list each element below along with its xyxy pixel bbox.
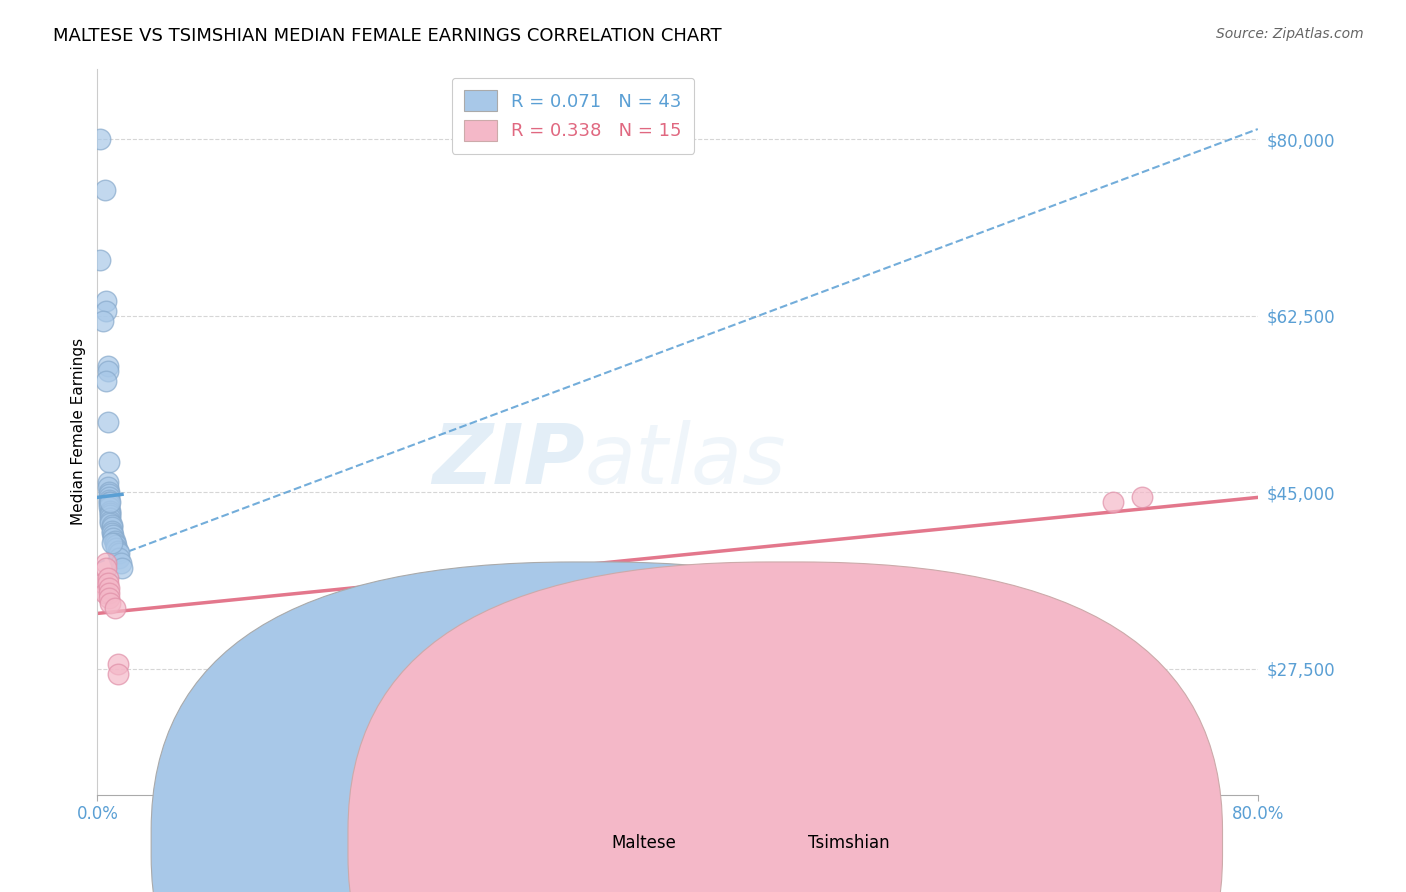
Point	[107, 657, 129, 671]
Point	[94, 293, 117, 308]
Y-axis label: Median Female Earnings: Median Female Earnings	[72, 338, 86, 525]
Point	[1101, 495, 1123, 509]
Point	[93, 183, 115, 197]
Point	[107, 544, 129, 558]
Point	[96, 576, 118, 591]
Point	[97, 485, 120, 500]
Point	[96, 480, 118, 494]
Legend: R = 0.071   N = 43, R = 0.338   N = 15: R = 0.071 N = 43, R = 0.338 N = 15	[451, 78, 695, 153]
Point	[100, 514, 122, 528]
Point	[100, 596, 122, 610]
Point	[91, 576, 114, 591]
Point	[96, 359, 118, 374]
Point	[111, 561, 134, 575]
Point	[100, 510, 122, 524]
Point	[94, 556, 117, 570]
Point	[93, 586, 115, 600]
Point	[97, 586, 120, 600]
Point	[103, 527, 125, 541]
Point	[103, 531, 125, 545]
Point	[104, 536, 127, 550]
Point	[100, 506, 122, 520]
Point	[101, 524, 124, 538]
Point	[97, 498, 120, 512]
Point	[96, 415, 118, 429]
Point	[96, 475, 118, 490]
Point	[97, 491, 120, 505]
Point	[108, 546, 131, 560]
Point	[89, 132, 111, 146]
Point	[101, 536, 124, 550]
Text: ZIP: ZIP	[432, 420, 585, 501]
Text: atlas: atlas	[585, 420, 786, 501]
Point	[105, 541, 128, 555]
Point	[100, 495, 122, 509]
Point	[97, 591, 120, 606]
Point	[97, 487, 120, 501]
Point	[101, 519, 124, 533]
Point	[107, 667, 129, 681]
Point	[94, 375, 117, 389]
Point	[100, 516, 122, 530]
Point	[94, 561, 117, 575]
Point	[97, 581, 120, 595]
Point	[100, 503, 122, 517]
Point	[97, 493, 120, 508]
Point	[96, 364, 118, 378]
Text: MALTESE VS TSIMSHIAN MEDIAN FEMALE EARNINGS CORRELATION CHART: MALTESE VS TSIMSHIAN MEDIAN FEMALE EARNI…	[53, 27, 723, 45]
Point	[110, 556, 132, 570]
Point	[94, 303, 117, 318]
Point	[96, 571, 118, 585]
Point	[91, 314, 114, 328]
Point	[104, 601, 127, 615]
Point	[97, 500, 120, 515]
Point	[104, 533, 127, 548]
Text: Tsimshian: Tsimshian	[808, 834, 890, 852]
Text: Maltese: Maltese	[610, 834, 676, 852]
Point	[108, 550, 131, 565]
Point	[1130, 491, 1153, 505]
Text: Source: ZipAtlas.com: Source: ZipAtlas.com	[1216, 27, 1364, 41]
Point	[97, 495, 120, 509]
Point	[101, 525, 124, 540]
Point	[97, 455, 120, 469]
Point	[101, 517, 124, 532]
Point	[89, 253, 111, 268]
Point	[100, 508, 122, 522]
Point	[105, 538, 128, 552]
